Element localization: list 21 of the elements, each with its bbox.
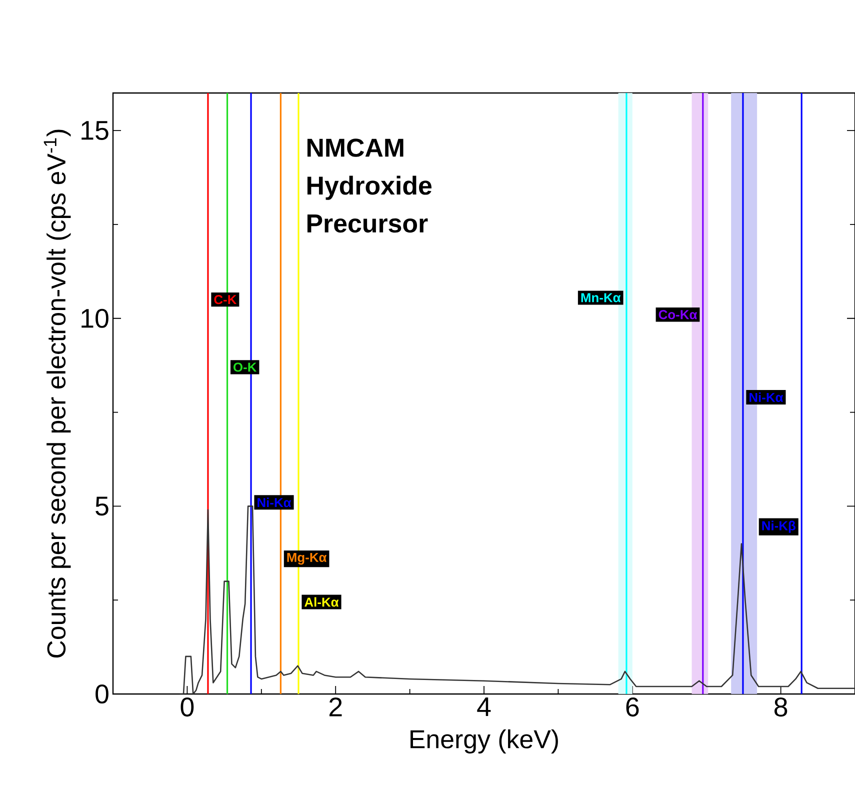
x-tick-label: 2 [329,698,342,716]
y-tick-label: 15 [82,121,108,140]
x-tick-label: 8 [774,698,788,717]
ref-line-label: Al-Kα [304,597,339,607]
ref-line-label: Mn-Kα [581,293,621,302]
ref-line-label: Mg-Kα [287,552,327,565]
ref-line-label: O-K [234,362,257,372]
ref-line-label: Ni-Kα [258,498,292,508]
x-tick-label: 4 [477,698,491,716]
x-axis-title: Energy (keV) [410,729,558,754]
ref-line-label: Co-Kα [658,310,698,320]
ref-line-label: C-K [214,295,237,304]
y-tick-label: 10 [82,308,108,328]
ref-line-label: Ni-Kα [750,392,784,402]
annotation: NMCAM Hydroxide Precursor [307,138,432,233]
y-tick-label: 5 [96,496,108,516]
y-axis-title: Counts per second per electron-volt (cps eV$^{-1}$) [44,130,71,658]
ref-line-label: Ni-Kβ [762,520,796,533]
y-tick-label: 0 [96,684,108,704]
x-tick-label: 0 [180,698,194,717]
x-tick-label: 6 [626,698,639,717]
